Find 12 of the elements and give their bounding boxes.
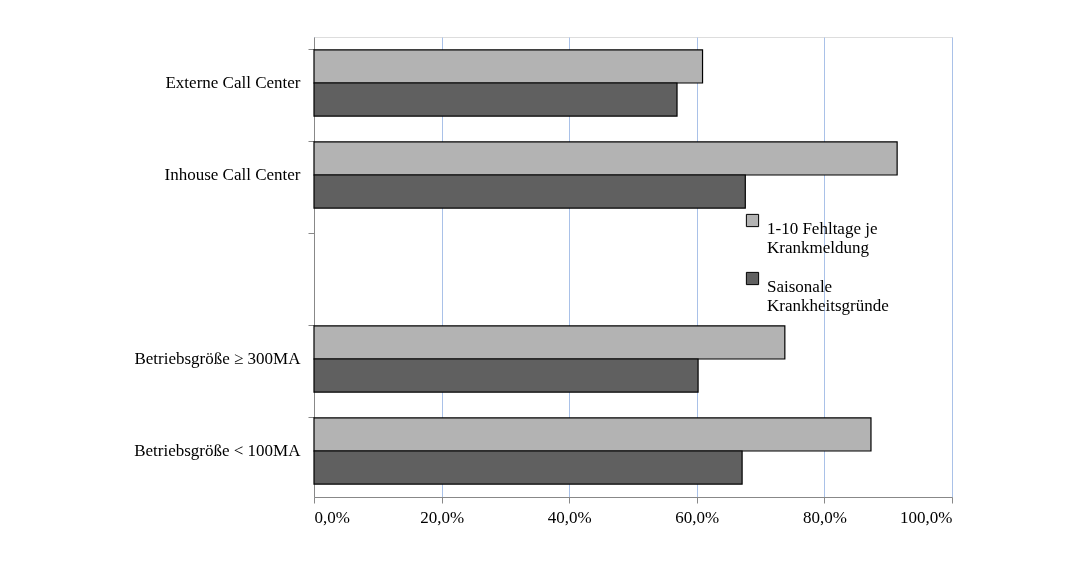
y-tick-label: Betriebsgröße ≥ 300MA	[134, 349, 302, 368]
x-tick-label: 80,0%	[802, 507, 847, 527]
y-tick-label: Externe Call Center	[165, 73, 301, 92]
y-tick-label: Inhouse Call Center	[164, 165, 301, 184]
x-tick-label: 40,0%	[547, 507, 592, 527]
y-tick-label: Betriebsgröße < 100MA	[134, 441, 302, 460]
legend-label: 1-10 Fehltage je Krankmeldung	[767, 218, 878, 257]
x-tick-label: 0,0%	[314, 507, 350, 527]
x-tick-label: 60,0%	[675, 507, 720, 527]
x-tick-label: 20,0%	[420, 507, 465, 527]
x-tick-label: 100,0%	[900, 507, 953, 527]
legend-label: Saisonale Krankheitsgründe	[767, 276, 889, 315]
